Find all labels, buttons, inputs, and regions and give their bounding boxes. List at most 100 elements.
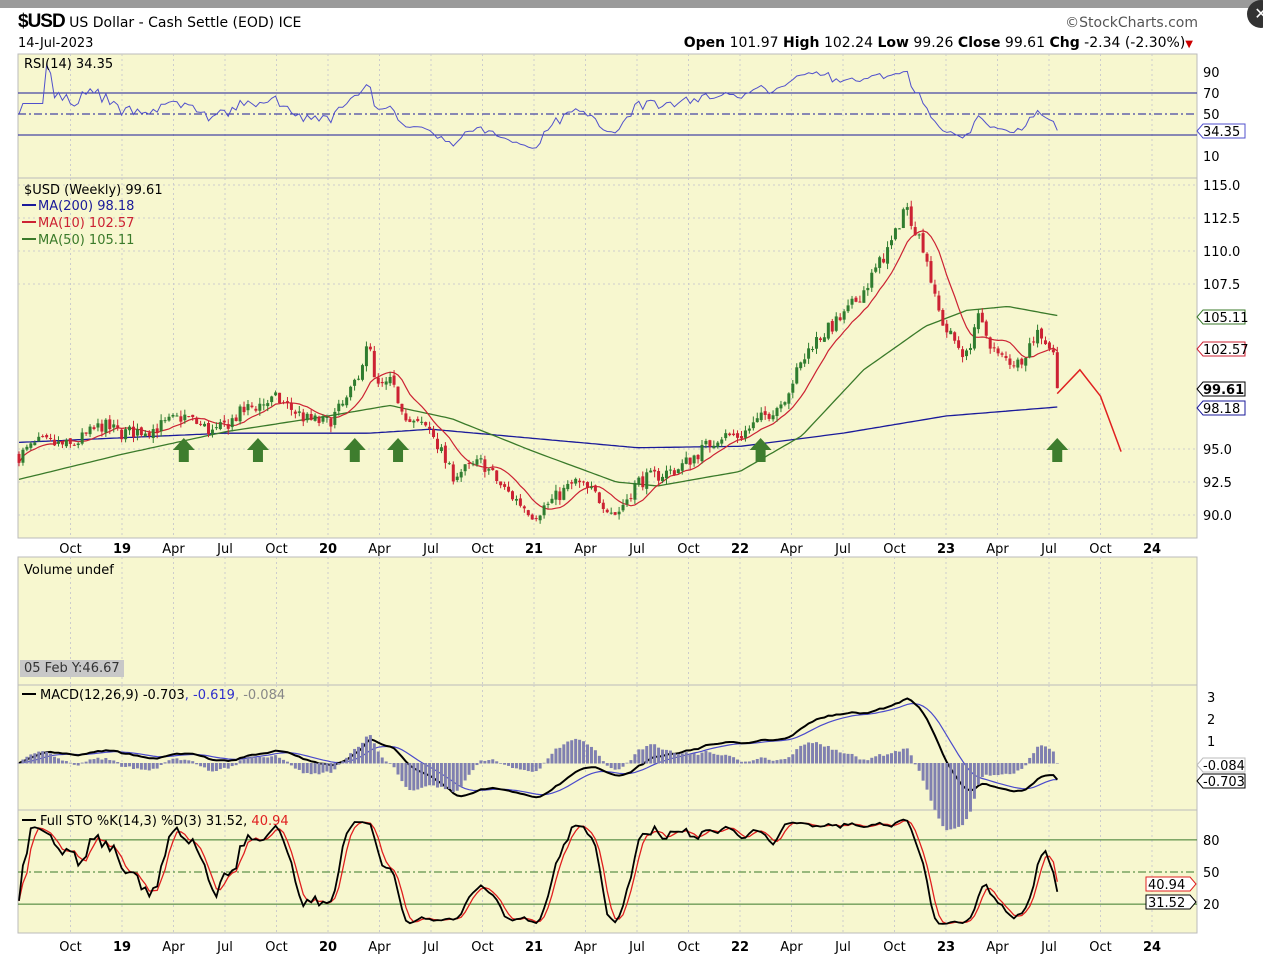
ma10-line <box>18 230 1058 510</box>
macd-histogram-bar <box>846 753 850 764</box>
macd-histogram-bar <box>653 744 657 764</box>
macd-histogram-bar <box>135 763 139 769</box>
x-tick-label: Jul <box>628 542 645 557</box>
macd-histogram-bar <box>467 763 471 775</box>
sto-last-label: 40.94 <box>1148 878 1185 893</box>
candle-body <box>811 349 815 351</box>
macd-histogram-bar <box>230 763 234 767</box>
macd-histogram-bar <box>108 760 112 764</box>
brand[interactable]: ©StockCharts.com <box>1065 15 1198 31</box>
candle-body <box>357 378 361 380</box>
close-icon[interactable]: ✕ <box>1247 0 1263 28</box>
candle-body <box>763 411 767 415</box>
macd-histogram-bar <box>33 753 37 764</box>
macd-histogram-bar <box>345 757 349 764</box>
candle-body <box>479 458 483 460</box>
macd-histogram-bar <box>203 763 207 768</box>
candle-body <box>183 414 187 421</box>
candle-body <box>589 487 593 489</box>
macd-histogram-bar <box>242 759 246 764</box>
candle-body <box>246 404 250 411</box>
candle-body <box>254 408 258 411</box>
candle-body <box>258 403 262 411</box>
macd-histogram-bar <box>404 763 408 787</box>
macd-histogram-bar <box>558 747 562 764</box>
last-value-label: 105.11 <box>1203 311 1249 326</box>
candle-body <box>736 433 740 438</box>
macd-histogram-bar <box>814 742 818 764</box>
rsi-title: RSI(14) 34.35 <box>24 57 113 72</box>
candle-body <box>534 518 538 520</box>
macd-histogram-bar <box>657 747 661 764</box>
x-tick-label: Apr <box>780 940 803 955</box>
x-tick-label: Oct <box>1089 542 1111 557</box>
candle-body <box>795 367 799 384</box>
candle-body <box>214 427 218 429</box>
macd-histogram-bar <box>64 761 68 764</box>
macd-histogram-bar <box>72 763 76 765</box>
macd-histogram-bar <box>1043 746 1047 764</box>
macd-histogram-bar <box>100 759 104 764</box>
candle-body <box>972 327 976 349</box>
macd-histogram-bar <box>329 763 333 773</box>
candle-body <box>21 449 25 463</box>
candle-body <box>803 359 807 364</box>
macd-histogram-bar <box>112 760 116 764</box>
macd-value: , -0.619 <box>185 688 235 703</box>
macd-histogram-bar <box>357 746 361 764</box>
macd-histogram-bar <box>1036 746 1040 764</box>
macd-histogram-bar <box>309 763 313 775</box>
macd-histogram-bar <box>688 754 692 764</box>
macd-histogram-bar <box>822 746 826 764</box>
candle-body <box>68 438 72 444</box>
candle-body <box>250 405 254 408</box>
macd-histogram-bar <box>155 763 159 769</box>
macd-histogram-bar <box>1051 751 1055 764</box>
macd-histogram-bar <box>783 758 787 764</box>
macd-histogram-bar <box>874 756 878 764</box>
macd-histogram-bar <box>609 763 613 769</box>
x-tick-label: Apr <box>780 542 803 557</box>
ma200-line <box>18 406 1058 449</box>
macd-histogram-bar <box>570 740 574 764</box>
x-tick-label: Apr <box>162 940 185 955</box>
x-tick-label: 21 <box>525 940 543 955</box>
macd-histogram-bar <box>870 757 874 764</box>
macd-tick-label: 1 <box>1207 735 1215 750</box>
macd-histogram-bar <box>1016 763 1020 771</box>
candle-body <box>601 502 605 509</box>
macd-histogram-bar <box>1000 763 1004 775</box>
macd-histogram-bar <box>479 760 483 764</box>
macd-histogram-bar <box>262 757 266 764</box>
candle-body <box>846 305 850 312</box>
candle-body <box>878 257 882 268</box>
candle-body <box>550 498 554 503</box>
macd-histogram-bar <box>443 763 447 790</box>
candle-body <box>124 429 128 440</box>
candle-body <box>45 435 49 438</box>
candle-body <box>435 438 439 450</box>
x-tick-label: Apr <box>368 940 391 955</box>
candle-body <box>822 337 826 342</box>
candle-body <box>1032 341 1036 343</box>
candle-body <box>866 287 870 291</box>
candle-body <box>337 403 341 412</box>
macd-histogram-bar <box>143 763 147 770</box>
candle-body <box>874 267 878 272</box>
macd-histogram-bar <box>518 763 522 770</box>
macd-histogram-bar <box>353 748 357 764</box>
candle-body <box>807 348 811 359</box>
candle-body <box>495 470 499 481</box>
macd-histogram-bar <box>743 761 747 764</box>
up-arrow-icon <box>387 438 410 462</box>
macd-histogram-bar <box>882 755 886 764</box>
x-tick-label: 23 <box>937 542 955 557</box>
last-value-tag <box>1196 341 1246 357</box>
last-value-tag <box>1196 400 1246 416</box>
candle-body <box>499 481 503 486</box>
candle-body <box>996 348 1000 354</box>
candle-body <box>455 476 459 481</box>
candle-body <box>404 413 408 421</box>
candle-body <box>17 453 21 463</box>
